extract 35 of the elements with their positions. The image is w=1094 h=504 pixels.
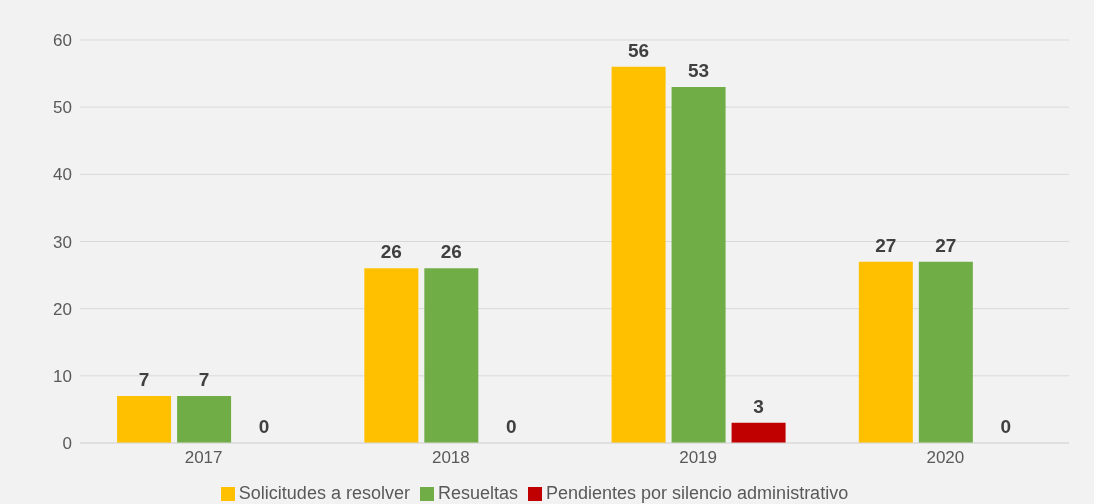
bar <box>364 268 419 443</box>
bar <box>611 66 666 443</box>
data-label: 26 <box>440 241 462 263</box>
y-tick-label: 50 <box>53 98 72 118</box>
x-tick-label: 2018 <box>431 448 470 468</box>
data-label: 27 <box>875 234 897 256</box>
data-label: 7 <box>138 368 150 390</box>
data-label: 3 <box>753 395 764 417</box>
data-label: 0 <box>1000 415 1012 437</box>
data-label: 7 <box>198 368 210 390</box>
x-tick-label: 2017 <box>184 448 223 468</box>
data-label: 27 <box>935 234 957 256</box>
x-tick-label: 2020 <box>926 448 965 468</box>
bar <box>918 261 973 443</box>
data-label: 0 <box>506 415 517 437</box>
y-tick-label: 20 <box>53 299 72 319</box>
legend-label: Pendientes por silencio administrativo <box>545 483 849 503</box>
bar <box>858 261 913 443</box>
y-tick-label: 60 <box>53 31 72 51</box>
x-tick-label: 2019 <box>679 448 718 468</box>
y-tick-label: 0 <box>62 434 72 454</box>
data-label: 53 <box>688 60 710 82</box>
y-tick-label: 10 <box>53 366 72 386</box>
bar <box>177 395 232 443</box>
y-tick-label: 40 <box>53 165 72 185</box>
bar <box>671 87 726 443</box>
bar <box>424 268 479 443</box>
data-label: 26 <box>380 241 402 263</box>
y-tick-label: 30 <box>53 232 72 252</box>
data-label: 56 <box>628 39 650 61</box>
bar <box>731 422 786 443</box>
data-label: 0 <box>258 415 270 437</box>
legend-label: Resueltas <box>437 483 518 503</box>
legend-label: Solicitudes a resolver <box>238 483 410 503</box>
bar <box>117 395 172 443</box>
